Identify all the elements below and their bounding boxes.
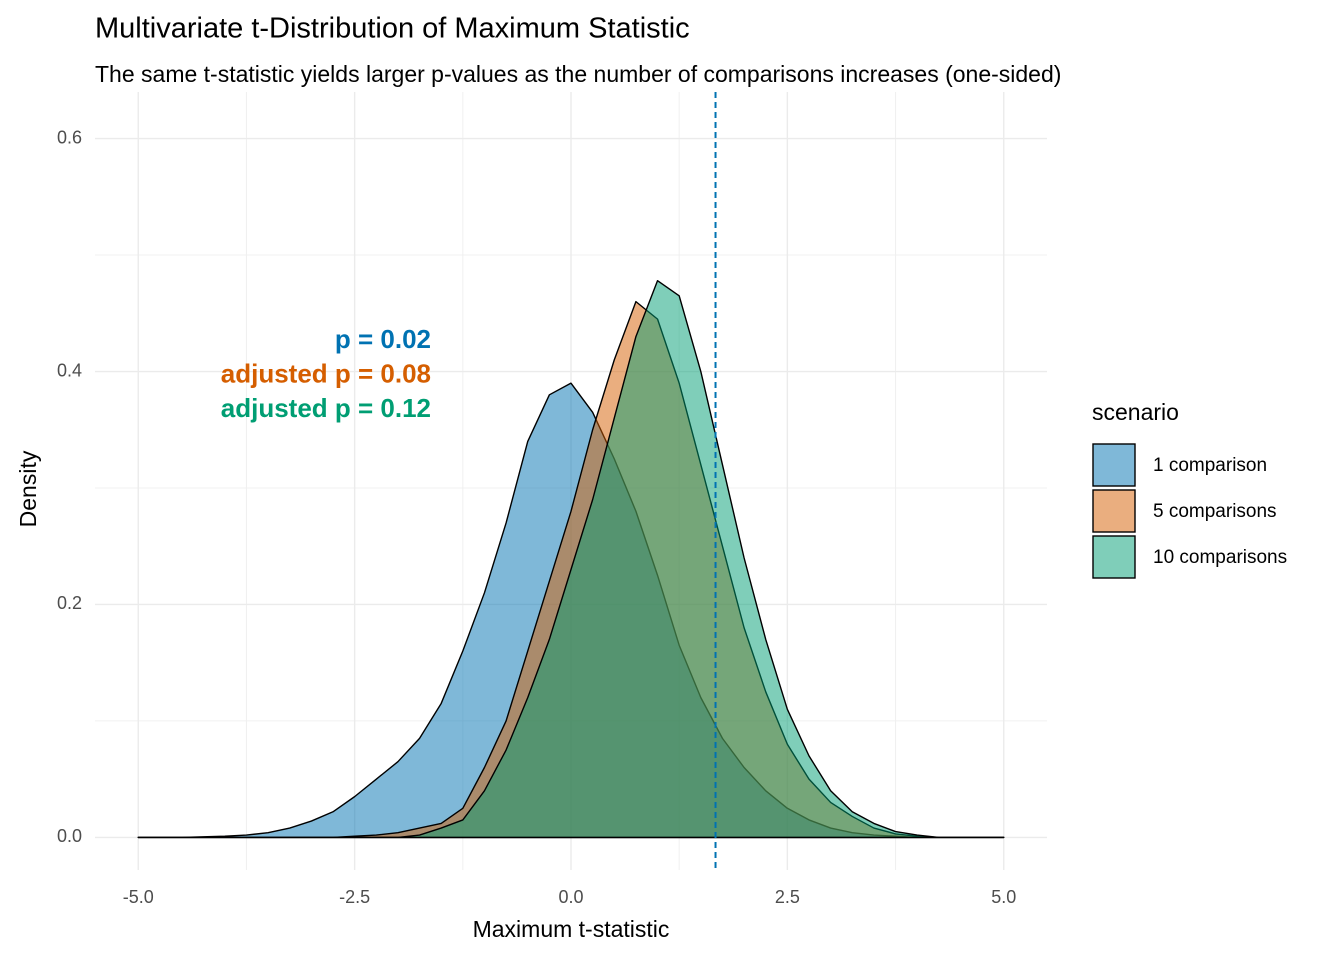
chart-title: Multivariate t-Distribution of Maximum S… [95,13,690,45]
x-tick-label: -5.0 [123,887,154,907]
x-tick-label: 5.0 [991,887,1016,907]
legend-title: scenario [1092,399,1179,425]
legend-label: 10 comparisons [1153,547,1287,568]
legend-swatch [1092,443,1136,487]
plot-area [137,92,1005,870]
legend-label: 1 comparison [1153,455,1267,476]
y-axis-title: Density [15,450,41,527]
y-tick-label: 0.2 [57,593,82,613]
x-tick-label: 2.5 [775,887,800,907]
annotation: p = 0.02 [335,324,431,354]
x-tick-label: -2.5 [339,887,370,907]
legend-swatch [1092,489,1136,533]
legend: scenario 1 comparison 5 comparisons 10 comp… [1092,399,1287,579]
y-tick-label: 0.4 [57,360,82,380]
annotation: adjusted p = 0.08 [221,358,431,388]
chart-subtitle: The same t-statistic yields larger p-val… [95,61,1061,87]
density-area [137,279,1005,839]
legend-label: 5 comparisons [1153,501,1277,522]
x-tick-label: 0.0 [558,887,583,907]
y-tick-label: 0.0 [57,826,82,846]
y-tick-label: 0.6 [57,127,82,147]
legend-swatch [1092,535,1136,579]
x-axis-title: Maximum t-statistic [473,916,670,942]
annotation: adjusted p = 0.12 [221,393,431,423]
